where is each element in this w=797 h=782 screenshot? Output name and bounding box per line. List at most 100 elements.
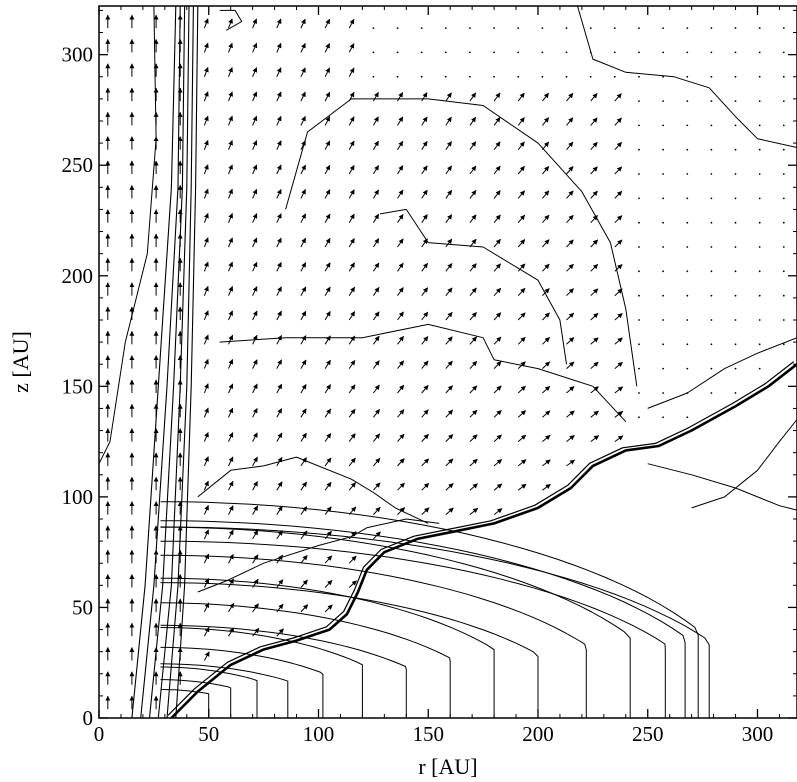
velocity-arrow: [372, 189, 380, 199]
velocity-arrow: [276, 286, 282, 296]
velocity-dot: [758, 270, 761, 273]
velocity-dot: [686, 75, 689, 78]
velocity-arrow: [542, 312, 550, 321]
velocity-arrow: [493, 263, 501, 272]
velocity-arrow: [276, 408, 283, 418]
velocity-arrow: [252, 188, 258, 199]
velocity-arrow: [300, 506, 308, 515]
velocity-arrow: [421, 140, 428, 150]
velocity-arrow: [228, 18, 233, 29]
velocity-arrow: [590, 337, 599, 345]
velocity-arrow: [348, 140, 355, 150]
velocity-dot: [469, 27, 471, 29]
velocity-arrow: [566, 288, 574, 297]
velocity-dot: [372, 27, 375, 29]
velocity-dot: [782, 27, 785, 29]
velocity-arrow: [300, 189, 306, 199]
velocity-arrow: [493, 190, 501, 199]
velocity-dot: [686, 221, 689, 224]
velocity-dot: [734, 246, 737, 248]
velocity-arrow: [372, 116, 379, 126]
velocity-arrow: [373, 409, 380, 418]
velocity-dot: [734, 343, 737, 346]
velocity-arrow: [276, 67, 282, 78]
velocity-arrow: [348, 43, 355, 53]
velocity-arrow: [469, 287, 477, 297]
velocity-dot: [541, 75, 544, 78]
velocity-arrow: [373, 482, 381, 491]
velocity-arrow: [372, 238, 380, 248]
disk-contour: [160, 526, 631, 718]
velocity-arrow: [445, 263, 453, 272]
velocity-arrow: [542, 459, 551, 467]
velocity-arrow: [517, 459, 527, 467]
velocity-arrow: [397, 92, 404, 102]
velocity-dot: [710, 246, 713, 248]
velocity-arrow: [252, 115, 258, 126]
velocity-arrow: [203, 139, 209, 150]
velocity-arrow: [276, 335, 282, 345]
velocity-dot: [517, 27, 520, 29]
velocity-arrow: [324, 310, 331, 321]
velocity-arrow: [445, 116, 452, 126]
velocity-arrow: [493, 336, 502, 345]
velocity-dot: [758, 124, 761, 127]
velocity-dot: [686, 51, 689, 54]
velocity-arrow: [614, 142, 622, 151]
velocity-arrow: [203, 164, 209, 175]
velocity-dot: [638, 124, 640, 127]
velocity-dot: [758, 319, 761, 321]
velocity-arrow: [203, 212, 209, 223]
disk-contour: [160, 646, 324, 718]
velocity-arrow: [517, 141, 525, 151]
velocity-arrow: [469, 165, 477, 175]
velocity-arrow: [373, 433, 381, 442]
velocity-arrow: [590, 215, 598, 224]
velocity-arrow: [252, 67, 258, 77]
velocity-arrow: [566, 459, 576, 467]
velocity-arrow: [372, 311, 380, 321]
velocity-arrow: [517, 117, 525, 126]
velocity-arrow: [228, 261, 233, 272]
velocity-arrow: [542, 166, 550, 175]
velocity-arrow: [542, 385, 551, 394]
velocity-dot: [710, 124, 713, 127]
velocity-arrow: [300, 604, 309, 613]
outflow-contour: [99, 6, 157, 464]
velocity-arrow: [445, 458, 454, 467]
outflow-contour: [197, 456, 429, 524]
velocity-arrow: [300, 432, 307, 442]
outflow-contour: [219, 323, 627, 423]
velocity-dot: [734, 221, 737, 224]
velocity-arrow: [252, 261, 258, 272]
velocity-arrow: [324, 116, 331, 126]
velocity-arrow: [348, 384, 356, 394]
velocity-arrow: [421, 458, 430, 467]
velocity-arrow: [566, 141, 574, 151]
velocity-arrow: [421, 262, 429, 272]
velocity-arrow: [517, 92, 525, 102]
velocity-dot: [517, 75, 520, 78]
velocity-dot: [662, 294, 664, 297]
disk-contour: [160, 577, 495, 718]
velocity-dot: [469, 75, 471, 78]
velocity-arrow: [300, 91, 306, 102]
velocity-arrow: [421, 116, 428, 126]
jet-contour: [166, 6, 194, 718]
velocity-arrow: [228, 578, 234, 588]
velocity-dot: [782, 148, 785, 151]
velocity-arrow: [228, 164, 233, 175]
plot-frame: [98, 5, 797, 719]
velocity-dot: [469, 51, 471, 54]
velocity-arrow: [348, 433, 356, 442]
x-tick-label: 0: [94, 722, 105, 746]
velocity-arrow: [397, 433, 405, 442]
velocity-dot: [782, 221, 785, 224]
velocity-arrow: [397, 360, 405, 369]
velocity-dot: [662, 75, 664, 78]
velocity-arrow: [590, 361, 599, 369]
velocity-dot: [758, 148, 761, 151]
outflow-contour: [577, 6, 797, 148]
disk-contour: [160, 602, 451, 718]
velocity-arrow: [469, 190, 477, 199]
